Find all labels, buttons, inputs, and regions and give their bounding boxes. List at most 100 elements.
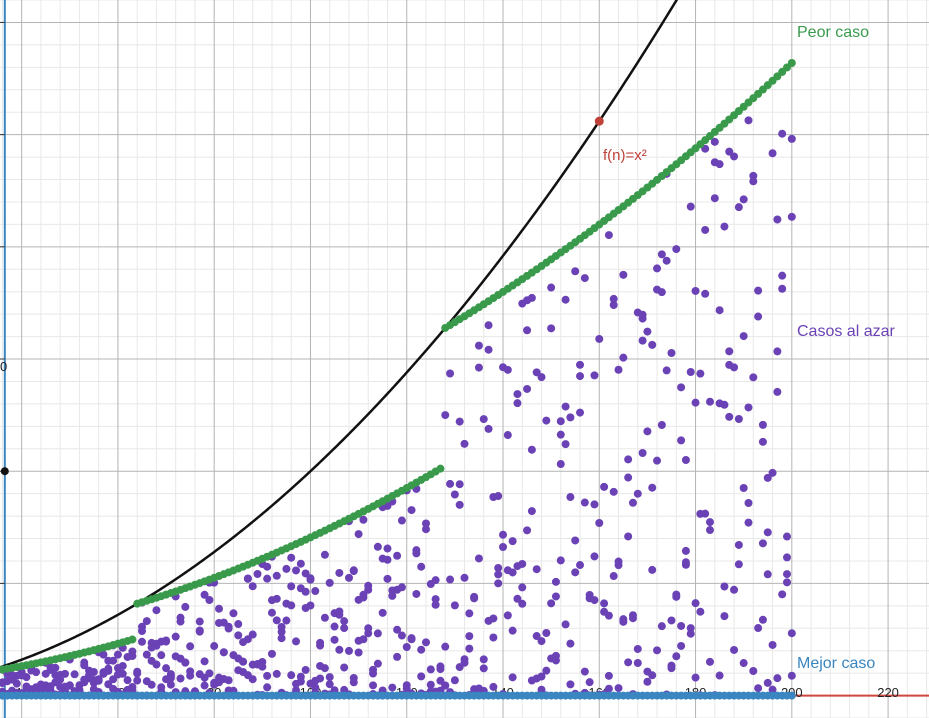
random-case-point [783, 578, 792, 587]
random-case-point [763, 570, 772, 579]
random-case-point [580, 274, 589, 283]
random-case-point [503, 431, 512, 440]
worst-case-point [787, 59, 796, 68]
random-case-point [287, 671, 296, 680]
function-curve-layer [0, 0, 679, 669]
random-case-point [542, 629, 551, 638]
random-case-point [301, 665, 310, 674]
random-case-point [354, 648, 363, 657]
random-case-point [263, 683, 272, 692]
random-case-point [585, 678, 594, 687]
best-case-label: Mejor caso [797, 655, 875, 672]
random-case-point [499, 530, 508, 539]
random-case-point [778, 590, 787, 599]
random-case-point [489, 614, 498, 623]
random-case-point [494, 563, 503, 572]
random-case-point [277, 634, 286, 643]
random-case-point [479, 415, 488, 424]
random-case-point [397, 631, 406, 640]
random-case-point [513, 399, 522, 408]
random-case-point [460, 439, 469, 448]
random-case-point [547, 283, 556, 292]
random-case-point [128, 686, 137, 695]
random-case-point [518, 599, 527, 608]
random-case-point [272, 616, 281, 625]
random-case-point [373, 629, 382, 638]
random-case-point [474, 341, 483, 350]
random-case-point [532, 632, 541, 641]
random-case-point [754, 624, 763, 633]
random-case-point [479, 655, 488, 664]
random-case-point [624, 455, 633, 464]
random-case-point [739, 195, 748, 204]
random-case-point [513, 594, 522, 603]
best-case-points [0, 691, 796, 700]
random-case-point [166, 674, 175, 683]
random-case-point [595, 519, 604, 528]
random-case-point [653, 646, 662, 655]
random-case-point [397, 516, 406, 525]
random-case-point [494, 492, 503, 501]
random-case-point [142, 650, 151, 659]
best-case-point [787, 691, 796, 700]
random-case-point [330, 635, 339, 644]
random-case-point [566, 413, 575, 422]
random-case-point [768, 468, 777, 477]
random-case-point [715, 306, 724, 315]
random-case-point [542, 666, 551, 675]
random-case-point [441, 642, 450, 651]
random-case-point [653, 264, 662, 273]
random-case-point [176, 617, 185, 626]
random-case-point [248, 582, 257, 591]
random-case-point [585, 590, 594, 599]
random-case-point [556, 430, 565, 439]
random-case-point [648, 671, 657, 680]
random-case-point [783, 553, 792, 562]
random-case-point [580, 498, 589, 507]
random-case-point [696, 369, 705, 378]
random-case-point [778, 271, 787, 280]
random-case-point [720, 612, 729, 621]
random-case-point [715, 160, 724, 169]
random-case-point [758, 615, 767, 624]
random-case-point [421, 519, 430, 528]
random-case-point [677, 641, 686, 650]
random-case-point [667, 616, 676, 625]
random-case-point [667, 349, 676, 358]
random-case-point [783, 570, 792, 579]
random-case-point [325, 673, 334, 682]
random-case-point [758, 437, 767, 446]
random-case-point [104, 664, 113, 673]
random-case-point [710, 194, 719, 203]
random-case-point [489, 682, 498, 691]
random-case-point [248, 630, 257, 639]
random-case-point [272, 669, 281, 678]
random-case-point [763, 678, 772, 687]
random-case-point [576, 408, 585, 417]
random-case-point [561, 295, 570, 304]
random-case-point [667, 664, 676, 673]
random-case-point [551, 577, 560, 586]
random-case-point [441, 411, 450, 420]
random-case-point [137, 626, 146, 635]
random-case-point [749, 373, 758, 382]
random-case-point [677, 383, 686, 392]
random-case-point [527, 445, 536, 454]
random-case-point [532, 565, 541, 574]
random-case-point [239, 657, 248, 666]
random-case-point [431, 576, 440, 585]
random-case-point [349, 566, 358, 575]
worst-case-points [0, 59, 796, 674]
random-case-point [494, 579, 503, 588]
random-case-point [614, 365, 623, 374]
random-case-point [749, 171, 758, 180]
random-case-point [426, 665, 435, 674]
random-case-point [508, 673, 517, 682]
random-case-point [725, 412, 734, 421]
random-case-point [705, 526, 714, 535]
random-case-point [181, 602, 190, 611]
random-case-point [65, 681, 74, 690]
random-case-point [754, 312, 763, 321]
random-case-point [518, 583, 527, 592]
random-case-point [51, 663, 60, 672]
